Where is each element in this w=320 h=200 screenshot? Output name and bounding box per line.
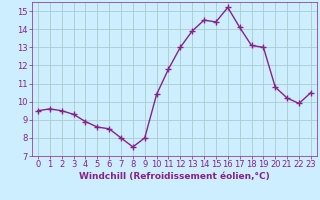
X-axis label: Windchill (Refroidissement éolien,°C): Windchill (Refroidissement éolien,°C) — [79, 172, 270, 181]
